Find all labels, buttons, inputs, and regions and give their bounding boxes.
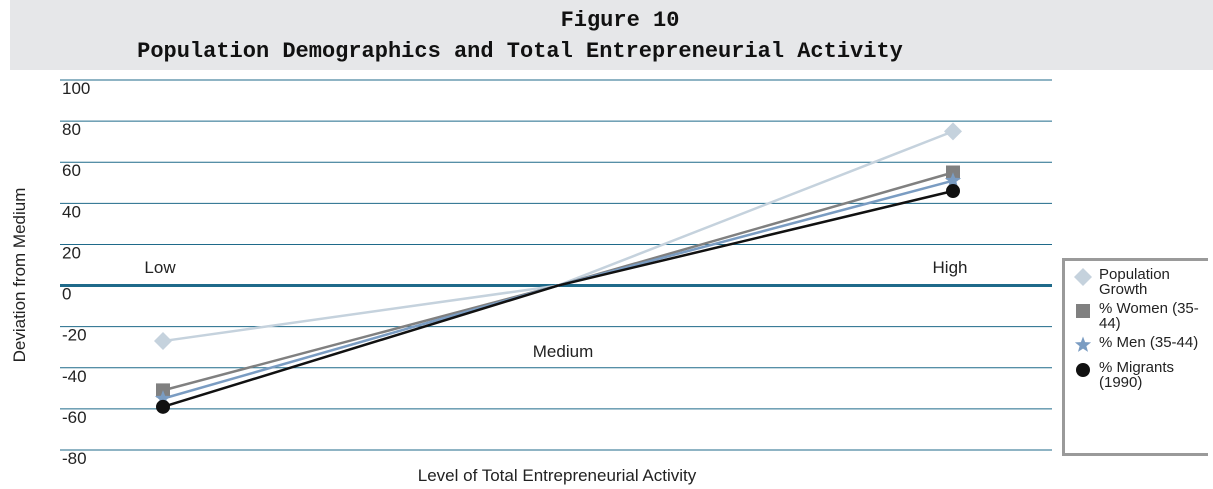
series-line: [162, 130, 954, 343]
legend-label: % Women (35-44): [1099, 300, 1199, 332]
marker: [946, 184, 960, 198]
legend-entry: % Migrants (1990): [1073, 360, 1204, 390]
marker: [156, 399, 170, 414]
legend-icon: [1076, 363, 1090, 377]
category-label: Low: [144, 258, 176, 277]
chart-subtitle: Population Demographics and Total Entrep…: [137, 39, 903, 64]
legend-icon: [1074, 336, 1092, 352]
legend-label: % Migrants (1990): [1099, 359, 1175, 391]
legend: Population Growth% Women (35-44) % Men (3…: [1062, 258, 1208, 456]
marker: [944, 122, 962, 141]
chart-title: Figure 10: [561, 8, 680, 33]
category-label: Medium: [533, 342, 593, 361]
y-tick-label: 20: [62, 243, 81, 262]
title-band: [10, 0, 1213, 70]
y-axis-label: Deviation from Medium: [10, 188, 29, 363]
legend-entry: % Women (35-44): [1073, 301, 1204, 331]
x-axis-label: Level of Total Entrepreneurial Activity: [418, 466, 697, 485]
legend-entry: Population Growth: [1073, 267, 1204, 297]
marker: [1076, 304, 1090, 318]
legend-icon: [1074, 268, 1092, 286]
series-line: [162, 189, 954, 409]
y-tick-label: -80: [62, 449, 87, 468]
y-tick-label: -60: [62, 408, 87, 427]
marker: [1076, 363, 1090, 377]
category-label: High: [933, 258, 968, 277]
marker: [154, 390, 172, 406]
marker: [944, 172, 962, 188]
y-tick-label: 40: [62, 202, 81, 221]
y-tick-label: 60: [62, 161, 81, 180]
y-tick-label: -40: [62, 367, 87, 386]
marker: [1074, 336, 1092, 352]
y-tick-label: 0: [62, 285, 71, 304]
marker: [1074, 268, 1092, 286]
y-tick-label: 100: [62, 79, 90, 98]
legend-label: Population Growth: [1099, 266, 1170, 298]
marker: [154, 332, 172, 351]
legend-icon: [1076, 304, 1090, 318]
y-tick-label: 80: [62, 120, 81, 139]
y-tick-label: -20: [62, 326, 87, 345]
legend-entry: % Men (35-44): [1073, 335, 1204, 356]
legend-label: % Men (35-44): [1099, 334, 1199, 351]
series-line: [162, 179, 954, 400]
